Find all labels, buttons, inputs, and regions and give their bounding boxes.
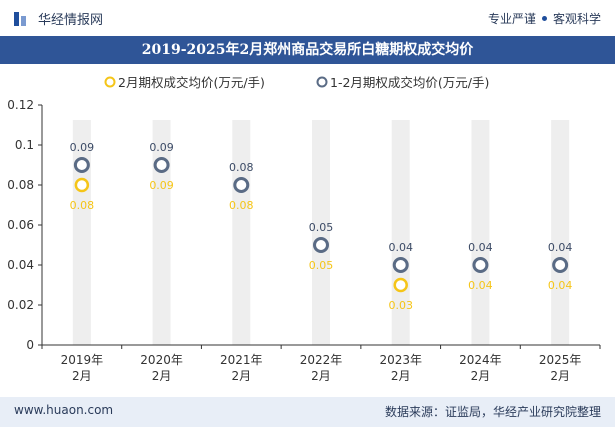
y-tick-label-4: 0.08 — [7, 178, 34, 192]
series-1-data-label-2: 0.08 — [229, 199, 254, 212]
series-2-point-2 — [233, 177, 250, 193]
category-bar-5 — [471, 120, 490, 345]
x-tick-label-5: 2024年 2月 — [459, 353, 502, 383]
legend-label-series-1: 2月期权成交均价(万元/手) — [118, 75, 265, 90]
y-tick-label-2: 0.04 — [7, 258, 34, 272]
y-tick-label-3: 0.06 — [7, 218, 34, 232]
y-tick-label-5: 0.1 — [15, 138, 34, 152]
tagline-dot-icon — [541, 16, 547, 21]
series-1-data-label-4: 0.03 — [388, 299, 413, 312]
y-tick-label-0: 0 — [26, 338, 34, 352]
chart: 2月期权成交均价(万元/手) 1-2月期权成交均价(万元/手) 0 0.02 0.04 0… — [7, 75, 601, 383]
category-bar-0 — [72, 120, 91, 345]
series-1-data-label-1: 0.09 — [149, 179, 174, 192]
series-2-data-label-3: 0.05 — [309, 221, 334, 234]
series-1-data-label-6: 0.04 — [548, 279, 573, 292]
tagline-right: 客观科学 — [552, 12, 601, 26]
x-tick-label-6: 2025年 2月 — [539, 353, 582, 383]
category-bar-6 — [551, 120, 570, 345]
brand-logo-icon — [14, 11, 30, 26]
series-1-point-0 — [74, 177, 90, 193]
header-bar: 华经情报网 专业严谨 客观科学 — [0, 0, 615, 36]
series-2-point-5 — [472, 257, 489, 273]
series-2-point-4 — [392, 257, 409, 273]
tagline-left: 专业严谨 — [487, 12, 536, 26]
series-2-data-label-1: 0.09 — [149, 141, 174, 154]
chart-title: 2019-2025年2月郑州商品交易所白糖期权成交均价 — [141, 42, 474, 58]
series-2-data-label-2: 0.08 — [229, 161, 254, 174]
brand-name: 华经情报网 — [38, 13, 104, 28]
series-2-data-label-6: 0.04 — [548, 241, 573, 254]
legend-label-series-2: 1-2月期权成交均价(万元/手) — [330, 75, 489, 90]
tagline: 专业严谨 客观科学 — [488, 10, 601, 27]
category-bar-3 — [312, 120, 330, 345]
footer-url: www.huaon.com — [14, 403, 114, 417]
footer-bar: www.huaon.com 数据来源：证监局，华经产业研究院整理 — [0, 397, 615, 427]
legend-marker-series-1 — [104, 76, 116, 88]
y-tick-label-6: 0.12 — [7, 98, 34, 112]
series-2-point-0 — [73, 157, 90, 173]
brand: 华经情报网 — [14, 9, 103, 28]
x-tick-label-1: 2020年 2月 — [140, 353, 183, 383]
footer-source: 数据来源：证监局，华经产业研究院整理 — [384, 405, 601, 419]
category-bar-2 — [232, 120, 251, 345]
category-bar-1 — [152, 120, 171, 345]
series-2-data-label-0: 0.09 — [70, 141, 95, 154]
series-2-data-label-4: 0.04 — [388, 241, 413, 254]
series-2-point-6 — [552, 257, 569, 273]
series-2-data-label-5: 0.04 — [468, 241, 493, 254]
x-tick-label-0: 2019年 2月 — [61, 353, 104, 383]
x-tick-label-4: 2023年 2月 — [379, 353, 422, 383]
series-1-point-4 — [393, 277, 408, 293]
series-1-data-label-3: 0.05 — [309, 259, 334, 272]
series-1-data-label-5: 0.04 — [468, 279, 493, 292]
series-2-point-1 — [153, 157, 170, 173]
y-tick-label-1: 0.02 — [7, 298, 34, 312]
x-tick-label-2: 2021年 2月 — [220, 353, 263, 383]
title-bar: 2019-2025年2月郑州商品交易所白糖期权成交均价 — [0, 36, 615, 64]
series-1-data-label-0: 0.08 — [70, 199, 95, 212]
series-2-point-3 — [313, 237, 329, 253]
x-tick-label-3: 2022年 2月 — [300, 353, 343, 383]
legend-marker-series-2 — [316, 76, 328, 88]
